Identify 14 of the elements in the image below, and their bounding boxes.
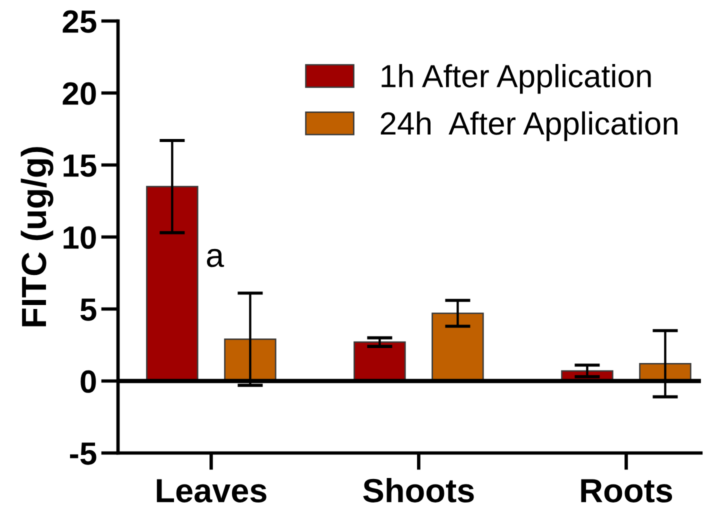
y-axis-title: FITC (ug/g): [20, 147, 54, 326]
legend-label: 24h After Application: [380, 111, 678, 142]
y-tick-label: 10: [64, 226, 96, 249]
annotation: a: [206, 248, 224, 268]
x-tick-label: Roots: [581, 479, 672, 502]
y-tick-label: 5: [80, 298, 96, 321]
y-tick-label: 20: [62, 82, 96, 105]
x-tick-label: Leaves: [156, 479, 266, 502]
y-tick-label: 25: [62, 10, 96, 33]
x-tick-label: Shoots: [363, 478, 474, 502]
legend-label: 1h After Application: [382, 64, 651, 94]
y-tick-label: 0: [80, 370, 96, 393]
y-tick-label: -5: [70, 442, 96, 465]
y-tick-label: 15: [64, 154, 96, 177]
